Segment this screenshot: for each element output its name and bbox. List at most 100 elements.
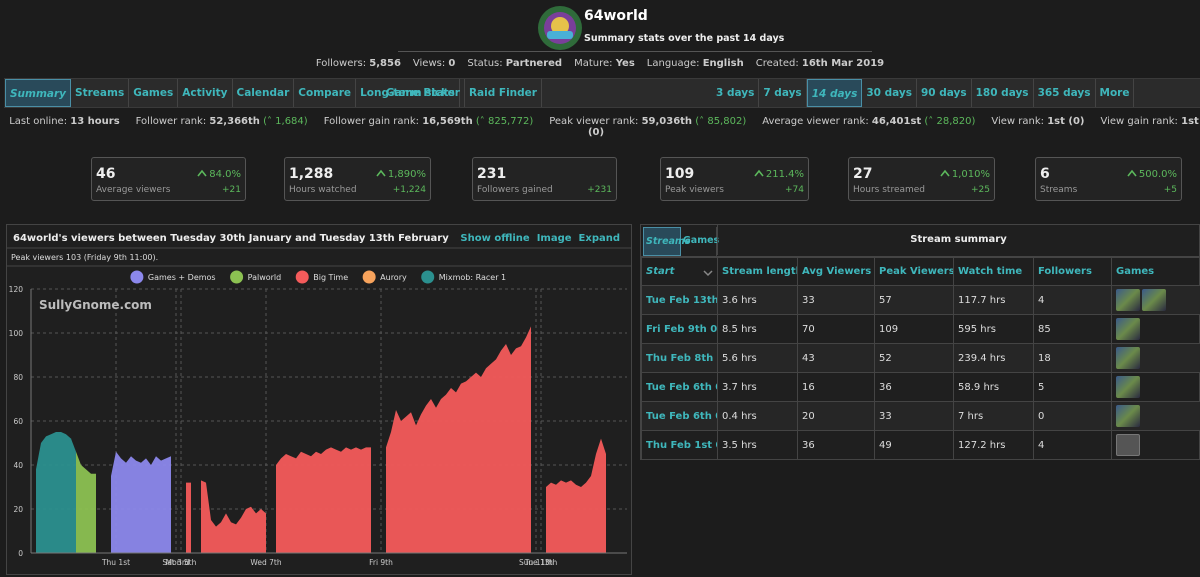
rank-label: Follower gain rank: [324,116,419,127]
stat: Language: English [647,58,744,69]
nav-tab[interactable]: 3 days [712,79,759,107]
card-change: 1,890% [376,169,426,180]
nav-tab[interactable]: 180 days [972,79,1034,107]
card-value: 109 [665,166,694,182]
rank: Average viewer rank: 46,401st (˄ 28,820) [762,116,975,127]
column-header[interactable]: Followers [1034,258,1112,286]
legend-label: Big Time [313,273,348,282]
card-delta: +21 [222,185,241,195]
game-thumbnail[interactable] [1116,347,1140,369]
nav-tab[interactable]: 90 days [917,79,972,107]
nav-tab[interactable]: 365 days [1034,79,1096,107]
nav-tab[interactable]: Streams [71,79,129,107]
cell: 8.5 hrs [718,315,798,344]
stream-start[interactable]: Fri Feb 9th 02:30 [642,315,718,344]
nav-tab[interactable]: Games [129,79,178,107]
stat-value: 5,856 [369,58,401,69]
cell: 70 [798,315,875,344]
legend-label: Mixmob: Racer 1 [439,273,506,282]
chevron-shape [704,271,712,275]
avatar [537,5,583,51]
game-thumbnail[interactable] [1116,376,1140,398]
nav-tab[interactable]: More [1096,79,1135,107]
nav-tab[interactable]: Summary [5,79,71,107]
column-header[interactable]: Stream length [718,258,798,286]
chart-title: 64world's viewers between Tuesday 30th J… [13,233,449,244]
game-thumbnail[interactable] [1142,289,1166,311]
nav-tab[interactable]: 30 days [862,79,917,107]
nav-tab[interactable]: Game Picker [382,79,465,107]
rank: Peak viewer rank: 59,036th (˄ 85,802) [549,116,746,127]
stream-start[interactable]: Tue Feb 6th 02:39 [642,402,718,431]
card-change-value: 1,890% [388,169,426,180]
stream-start[interactable]: Thu Feb 8th 02:41 [642,344,718,373]
y-tick-label: 100 [9,329,24,338]
table-tab[interactable]: Games [681,227,717,256]
cell: 117.7 hrs [954,286,1034,315]
chevron-shape [198,171,206,176]
rank-change: (˄ 85,802) [695,116,746,127]
column-header[interactable]: Watch time [954,258,1034,286]
rank-label: View rank: [991,116,1044,127]
game-thumbnail[interactable] [1116,405,1140,427]
y-tick-label: 60 [13,417,23,426]
chart-link[interactable]: Expand [579,233,620,244]
chart-link[interactable]: Image [537,233,572,244]
stat: Created: 16th Mar 2019 [756,58,884,69]
column-header[interactable]: Start [642,258,718,286]
rank-label: Follower rank: [136,116,207,127]
cell: 3.5 hrs [718,431,798,460]
channel-name: 64world [584,8,648,24]
card-change-value: 1,010% [952,169,990,180]
chevron-shape [755,171,763,176]
chart-link[interactable]: Show offline [460,233,529,244]
stat-label: Mature: [574,58,612,69]
legend-marker [130,271,143,284]
card-label: Followers gained [477,185,553,195]
nav-tab[interactable]: 7 days [759,79,806,107]
game-thumbnail[interactable] [1116,318,1140,340]
games-cell [1112,286,1200,315]
cell: 5.6 hrs [718,344,798,373]
column-header[interactable]: Games [1112,258,1200,286]
y-tick-label: 80 [13,373,23,382]
column-header[interactable]: Peak Viewers [875,258,954,286]
rank-label: Average viewer rank: [762,116,868,127]
nav-tab[interactable]: 14 days [807,79,863,107]
divider [398,51,872,52]
game-thumbnail[interactable] [1116,434,1140,456]
chevron-shape [941,171,949,176]
rank-label: Peak viewer rank: [549,116,638,127]
stream-start[interactable]: Tue Feb 13th [642,286,718,315]
card-label: Peak viewers [665,185,724,195]
stream-start[interactable]: Thu Feb 1st 02:28 [642,431,718,460]
table-tab[interactable]: Streams [643,227,681,256]
cell: 18 [1034,344,1112,373]
stream-start[interactable]: Tue Feb 6th 03:49 [642,373,718,402]
nav-tab[interactable]: Compare [294,79,356,107]
cell: 109 [875,315,954,344]
sort-icon [703,269,713,277]
chart-subtitle: Peak viewers 103 (Friday 9th 11:00). [11,253,158,262]
y-tick-label: 20 [13,505,23,514]
card-value: 6 [1040,166,1050,182]
cell: 49 [875,431,954,460]
card-change: 84.0% [197,169,241,180]
card-label: Hours watched [289,185,357,195]
cell: 85 [1034,315,1112,344]
column-header[interactable]: Avg Viewers [798,258,875,286]
area [111,452,171,553]
area [76,452,96,553]
legend-marker [230,271,243,284]
stat-value: Partnered [506,58,562,69]
cell: 33 [875,402,954,431]
nav-tab[interactable]: Raid Finder [465,79,542,107]
nav-tab[interactable]: Calendar [233,79,295,107]
nav-tab[interactable]: Activity [178,79,232,107]
game-thumbnail[interactable] [1116,289,1140,311]
stat-label: Views: [413,58,445,69]
